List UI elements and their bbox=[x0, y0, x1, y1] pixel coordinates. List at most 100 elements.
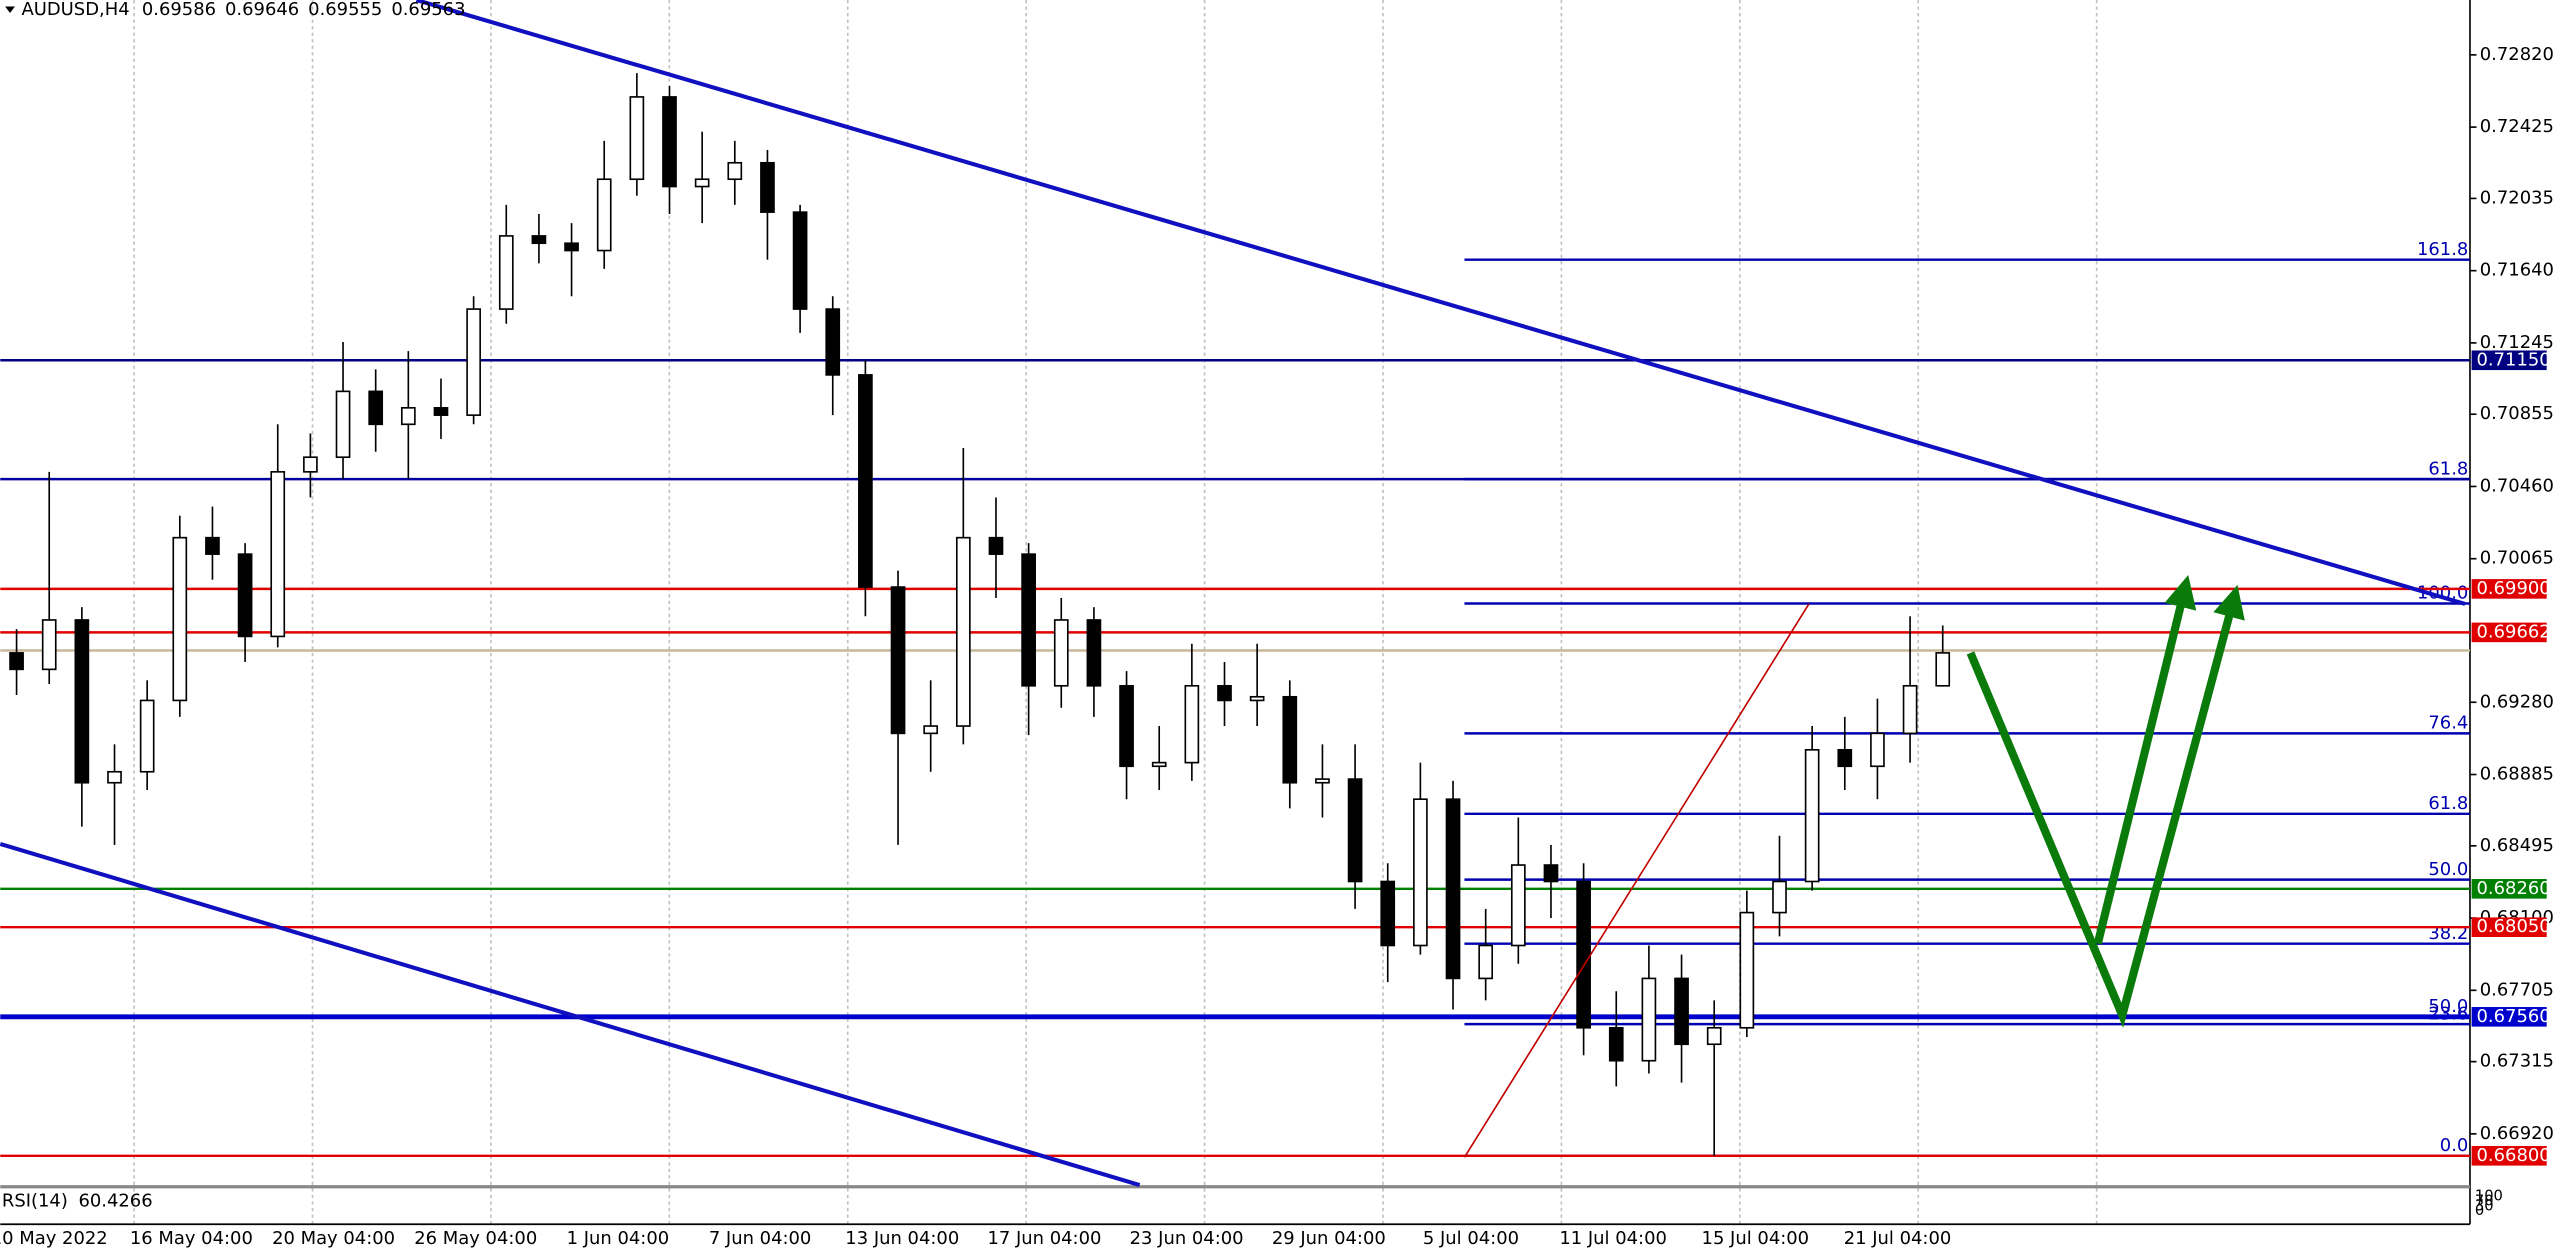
candle-body bbox=[662, 96, 677, 188]
candle-body bbox=[955, 536, 971, 727]
price-tag-label: 0.69662 bbox=[2477, 621, 2551, 642]
forecast-arrow bbox=[1966, 584, 2245, 1028]
price-tag-label: 0.68260 bbox=[2477, 878, 2551, 899]
candle-body bbox=[466, 308, 481, 416]
candle-body bbox=[433, 407, 449, 416]
x-tick-label: 17 Jun 04:00 bbox=[987, 1228, 1101, 1249]
candle-body bbox=[1739, 911, 1755, 1029]
x-tick-label: 16 May 04:00 bbox=[130, 1228, 253, 1249]
candle-body bbox=[1086, 619, 1102, 687]
candle-body bbox=[629, 96, 645, 181]
candle-body bbox=[1119, 684, 1134, 768]
candle-body bbox=[237, 553, 253, 638]
candle-body bbox=[1478, 944, 1494, 980]
candle-body bbox=[172, 536, 188, 702]
candle-body bbox=[107, 770, 122, 784]
x-tick-label: 21 Jul 04:00 bbox=[1844, 1228, 1952, 1249]
price-tag bbox=[2471, 622, 2547, 643]
candle-body bbox=[1902, 684, 1918, 735]
fib-label: 61.8 bbox=[2428, 458, 2468, 479]
vertical-grid bbox=[133, 0, 2098, 1225]
x-tick-label: 13 Jun 04:00 bbox=[845, 1228, 959, 1249]
candle-body bbox=[1804, 748, 1820, 883]
price-tag bbox=[2471, 350, 2547, 371]
y-tick-label: 0.70855 bbox=[2480, 403, 2554, 424]
menu-arrow[interactable] bbox=[5, 6, 15, 14]
price-tag-label: 0.68050 bbox=[2477, 916, 2551, 937]
y-tick-label: 0.71640 bbox=[2480, 260, 2554, 281]
price-tag-label: 0.66800 bbox=[2477, 1145, 2551, 1166]
candle-body bbox=[760, 161, 775, 213]
fib-label: 0.0 bbox=[2440, 1135, 2469, 1156]
candle-body bbox=[694, 178, 710, 188]
fib-label: 50.0 bbox=[2428, 996, 2468, 1017]
candle-body bbox=[1184, 684, 1200, 764]
candle-body bbox=[1706, 1026, 1722, 1046]
y-tick-label: 0.69280 bbox=[2480, 691, 2554, 712]
candle-body bbox=[1576, 880, 1591, 1029]
candle-body bbox=[139, 699, 155, 773]
price-tag bbox=[2471, 579, 2547, 599]
candle-body bbox=[1053, 619, 1069, 687]
rsi-tick-label: 0 bbox=[2475, 1202, 2484, 1219]
candle-body bbox=[41, 619, 57, 671]
y-tick-label: 0.68495 bbox=[2480, 835, 2554, 856]
price-tag-label: 0.67560 bbox=[2477, 1006, 2551, 1027]
x-tick-label: 23 Jun 04:00 bbox=[1130, 1228, 1244, 1249]
candle-body bbox=[270, 471, 286, 638]
forecast-arrow bbox=[2093, 575, 2197, 945]
candle-body bbox=[9, 652, 24, 671]
price-tag bbox=[2471, 1146, 2547, 1166]
price-tag bbox=[2471, 879, 2547, 899]
rsi-tick-label: 100 bbox=[2475, 1188, 2503, 1205]
x-tick-label: 1 Jun 04:00 bbox=[567, 1228, 670, 1249]
rsi-label: RSI(14) 60.4266 bbox=[2, 1190, 153, 1211]
fib-label: 23.6 bbox=[2428, 1003, 2468, 1024]
y-tick-label: 0.70065 bbox=[2480, 548, 2554, 569]
candle-body bbox=[1674, 977, 1689, 1046]
rsi-tick-label: 30 bbox=[2475, 1197, 2494, 1214]
rsi-name: RSI(14) bbox=[2, 1190, 68, 1211]
candle-body bbox=[1380, 880, 1396, 947]
candle-body bbox=[205, 536, 220, 555]
x-tick-label: 15 Jul 04:00 bbox=[1702, 1228, 1810, 1249]
candle-body bbox=[1021, 553, 1036, 687]
candle-body bbox=[792, 211, 808, 310]
candle-body bbox=[1347, 778, 1363, 883]
y-tick-label: 0.67315 bbox=[2480, 1051, 2554, 1072]
header-close: 0.69563 bbox=[391, 0, 465, 20]
rsi-value: 60.4266 bbox=[78, 1190, 152, 1211]
candle-body bbox=[923, 725, 939, 735]
candle-body bbox=[596, 178, 612, 252]
price-tag bbox=[2471, 917, 2547, 938]
candle-body bbox=[1315, 778, 1330, 784]
fib-baseline bbox=[1463, 603, 1810, 1158]
y-tick-label: 0.66920 bbox=[2480, 1123, 2554, 1144]
header: AUDUSD,H4 0.69586 0.69646 0.69555 0.6956… bbox=[21, 0, 465, 20]
candle-body bbox=[564, 242, 579, 252]
candle-body bbox=[1772, 880, 1787, 914]
candle-body bbox=[1445, 798, 1461, 980]
x-tick-label: 26 May 04:00 bbox=[414, 1228, 537, 1249]
price-tag-label: 0.69900 bbox=[2477, 578, 2551, 599]
y-tick-label: 0.71245 bbox=[2480, 332, 2554, 353]
candle-body bbox=[498, 235, 514, 310]
candle-body bbox=[303, 456, 318, 473]
candle-body bbox=[825, 308, 841, 376]
candle-body bbox=[1641, 977, 1657, 1062]
x-tick-label: 7 Jun 04:00 bbox=[709, 1228, 812, 1249]
candle-body bbox=[368, 390, 384, 426]
symbol: AUDUSD,H4 bbox=[21, 0, 129, 20]
candle-body bbox=[400, 407, 416, 426]
price-tag bbox=[2471, 1007, 2547, 1027]
header-high: 0.69646 bbox=[225, 0, 299, 20]
x-tick-label: 10 May 2022 bbox=[0, 1228, 108, 1249]
x-tick-label: 5 Jul 04:00 bbox=[1423, 1228, 1519, 1249]
candle-body bbox=[1282, 695, 1298, 784]
fib-label: 161.8 bbox=[2417, 239, 2468, 260]
candle-body bbox=[1510, 864, 1526, 947]
rsi-tick-label: 70 bbox=[2475, 1192, 2494, 1209]
price-tag-label: 0.71150 bbox=[2477, 349, 2551, 370]
